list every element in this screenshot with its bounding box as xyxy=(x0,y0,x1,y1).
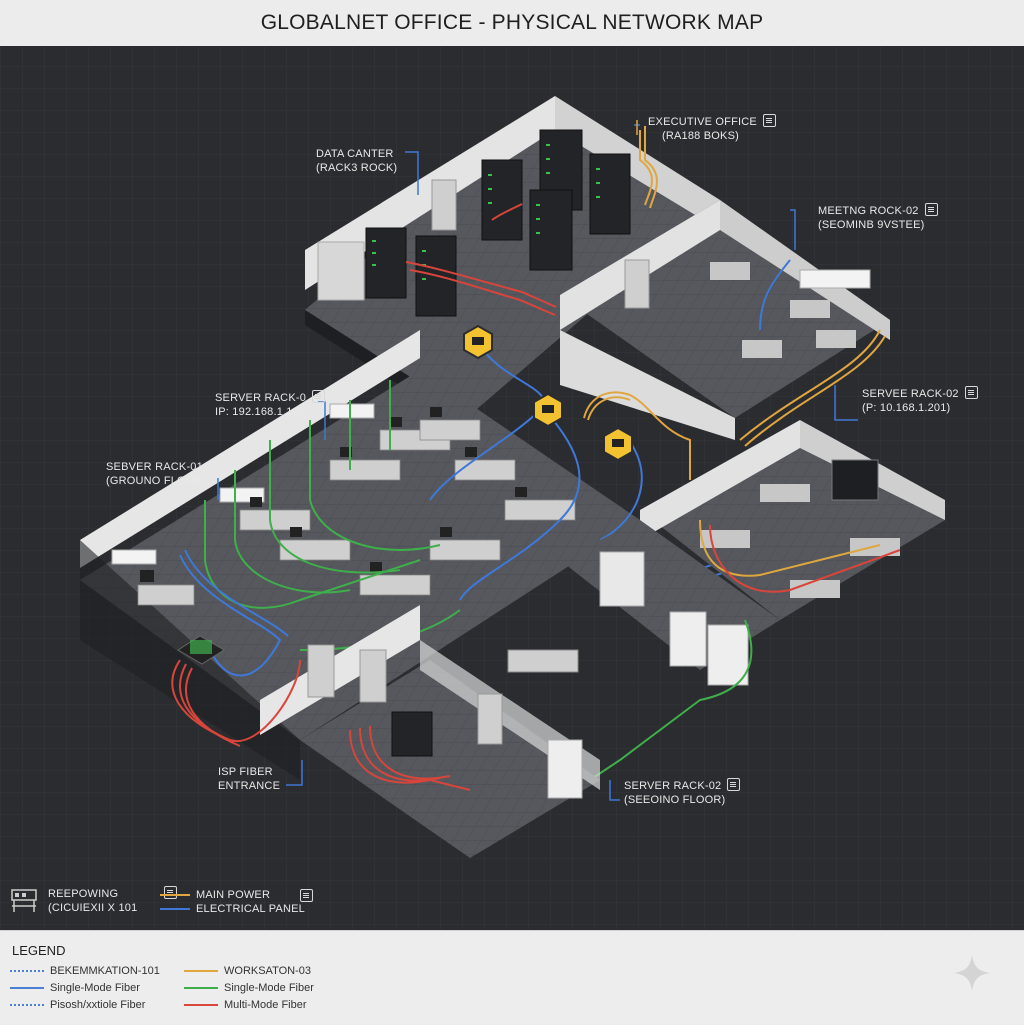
legend-swatch xyxy=(10,970,44,972)
legend-label: Multi-Mode Fiber xyxy=(224,999,307,1011)
network-floor-plan xyxy=(0,46,1024,930)
switch-icon xyxy=(463,324,493,360)
legend-swatch xyxy=(184,1004,218,1006)
callout-server-rack-02-right-title: SERVEE RACK-02 xyxy=(862,388,959,400)
callout-server-rack-0: SERVER RACK-0 IP: 192.168.1.101 xyxy=(215,390,326,419)
sparkle-icon xyxy=(954,955,990,991)
callout-server-rack-02-bottom-sub: (SEEOINO FLOOR) xyxy=(624,794,726,806)
lower-office xyxy=(260,605,600,858)
callout-isp-fiber: ISP FIBER ENTRANCE xyxy=(218,765,280,793)
isp-entrance xyxy=(177,635,225,665)
page-title: GLOBALNET OFFICE - PHYSICAL NETWORK MAP xyxy=(260,11,764,34)
executive-blue-cabling xyxy=(759,259,791,331)
key-main-power-title: MAIN POWER xyxy=(196,889,271,901)
workstation-desks xyxy=(137,419,576,606)
legend-item: Multi-Mode Fiber xyxy=(184,999,307,1011)
callout-data-center-title: DATA CANTER xyxy=(316,148,394,160)
callout-server-rack-02-right: SERVEE RACK-02 (P: 10.168.1.201) xyxy=(862,386,978,415)
callout-server-rack-01: SEBVER RACK-01 (GROUNO FLOOE) xyxy=(106,460,206,488)
callout-server-rack-02-bottom: SERVER RACK-02 (SEEOINO FLOOR) xyxy=(624,778,741,807)
legend: LEGEND BEKEMMKATION-101 Single-Mode Fibe… xyxy=(0,930,1024,1025)
network-switches xyxy=(463,324,633,462)
legend-title: LEGEND xyxy=(12,943,66,958)
legend-item: Pisosh/xxtiole Fiber xyxy=(10,999,145,1011)
callout-server-rack-01-sub: (GROUNO FLOOE) xyxy=(106,475,206,487)
callout-server-rack-01-title: SEBVER RACK-01 xyxy=(106,461,203,473)
key-main-power: MAIN POWER ELECTRICAL PANEL xyxy=(160,888,314,916)
callout-executive-office-title: EXECUTIVE OFFICE xyxy=(648,116,757,128)
executive-orange-cabling xyxy=(639,126,886,447)
legend-item: BEKEMMKATION-101 xyxy=(10,965,160,977)
meeting-room-cabling xyxy=(699,519,901,593)
legend-label: Pisosh/xxtiole Fiber xyxy=(50,999,146,1011)
workstation-monitors xyxy=(140,407,527,582)
legend-swatch xyxy=(10,1004,44,1006)
switch-icon xyxy=(603,426,633,462)
note-icon[interactable] xyxy=(964,386,978,399)
executive-room xyxy=(560,200,890,440)
callout-server-rack-02-bottom-title: SERVER RACK-02 xyxy=(624,780,722,792)
note-icon[interactable] xyxy=(762,114,776,127)
note-icon[interactable] xyxy=(300,888,314,902)
callout-server-rack-02-right-sub: (P: 10.168.1.201) xyxy=(862,402,951,414)
legend-item: WORKSATON-03 xyxy=(184,965,311,977)
legend-label: BEKEMMKATION-101 xyxy=(50,965,160,977)
legend-item: Single-Mode Fiber xyxy=(184,982,314,994)
legend-label: WORKSATON-03 xyxy=(224,965,311,977)
key-reepowing-title: REEPOWING xyxy=(48,888,119,900)
orange-backbone xyxy=(583,391,691,480)
callout-meeting-rack-title: MEETNG ROCK-02 xyxy=(818,205,919,217)
callout-data-center-sub: (RACK3 ROCK) xyxy=(316,162,398,174)
rack-red-cabling xyxy=(405,203,557,316)
legend-swatch xyxy=(184,970,218,972)
meeting-room xyxy=(640,420,945,620)
callout-meeting-rack-sub: (SEOMINB 9VSTEE) xyxy=(818,219,925,231)
note-icon[interactable] xyxy=(164,886,178,899)
callout-data-center: DATA CANTER (RACK3 ROCK) xyxy=(316,147,397,175)
callout-executive-office: EXECUTIVE OFFICE (RA188 BOKS) xyxy=(648,114,776,143)
callout-server-rack-0-sub: IP: 192.168.1.101 xyxy=(215,406,306,418)
rack-icon xyxy=(11,889,37,912)
legend-swatch xyxy=(10,987,44,989)
key-main-power-sub: ELECTRICAL PANEL xyxy=(196,903,305,915)
note-icon[interactable] xyxy=(727,778,741,791)
switch-icon xyxy=(533,392,563,428)
legend-label: Single-Mode Fiber xyxy=(224,982,314,994)
callout-isp-fiber-title: ISP FIBER xyxy=(218,766,273,778)
panel-line-swatch xyxy=(160,908,190,910)
electrical-room xyxy=(560,520,780,686)
callout-executive-office-sub: (RA188 BOKS) xyxy=(662,130,739,142)
callout-isp-fiber-sub: ENTRANCE xyxy=(218,780,281,792)
key-reepowing-sub: (CICUIEXII X 101 xyxy=(48,902,138,914)
callout-meeting-rack: MEETNG ROCK-02 (SEOMINB 9VSTEE) xyxy=(818,203,938,232)
legend-item: Single-Mode Fiber xyxy=(10,982,140,994)
callout-server-rack-0-title: SERVER RACK-0 xyxy=(215,392,307,404)
title-bar: GLOBALNET OFFICE - PHYSICAL NETWORK MAP xyxy=(0,0,1024,47)
legend-label: Single-Mode Fiber xyxy=(50,982,140,994)
legend-swatch xyxy=(184,987,218,989)
note-icon[interactable] xyxy=(924,203,938,216)
note-icon[interactable] xyxy=(312,390,326,403)
key-reepowing: REEPOWING (CICUIEXII X 101 xyxy=(10,886,178,915)
isp-red-cabling xyxy=(171,659,471,791)
power-line-swatch xyxy=(160,894,190,896)
